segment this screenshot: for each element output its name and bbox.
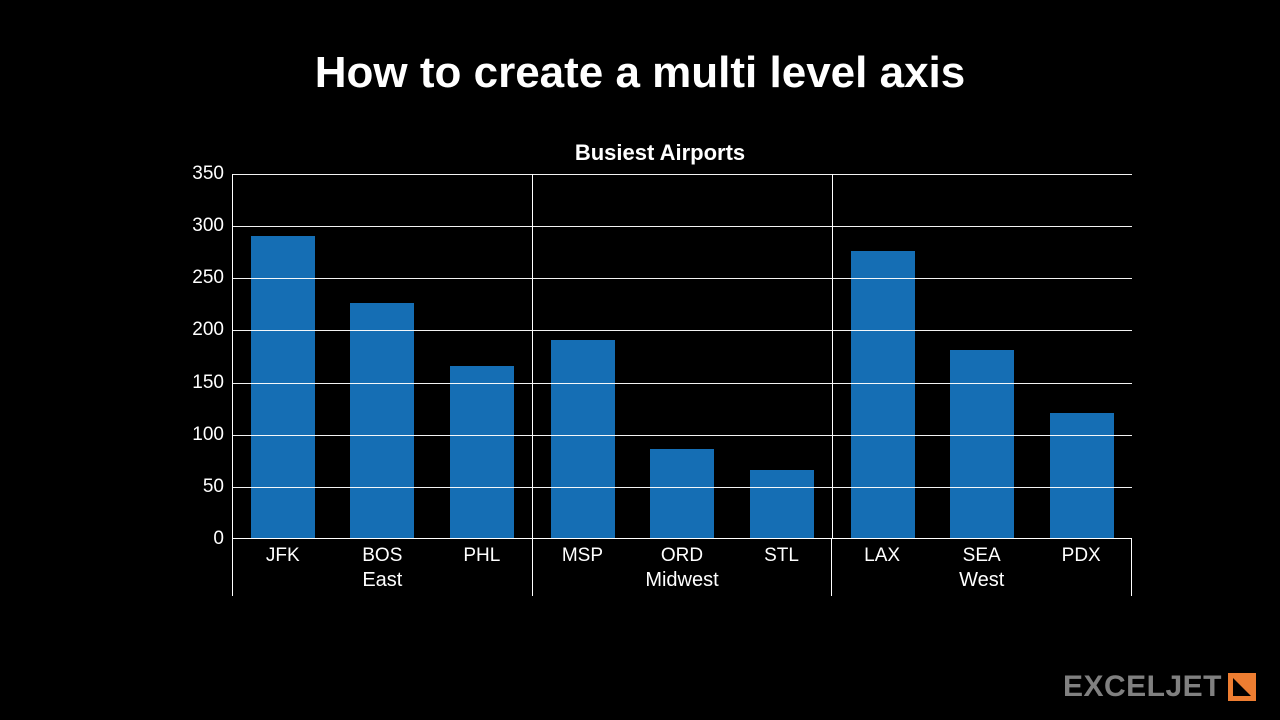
logo-text: EXCELJET [1063, 670, 1222, 704]
chart-container: Busiest Airports 0 50 100 150 200 250 300 350 J… [180, 140, 1140, 596]
bar-groups [233, 174, 1132, 538]
y-tick-label: 350 [180, 163, 224, 185]
chart-title: Busiest Airports [180, 140, 1140, 166]
category-axis-level2: EastMidwestWest [232, 567, 1132, 596]
category-group: JFK BOS PHL [232, 539, 533, 567]
bar [251, 236, 315, 538]
category-label: PHL [450, 539, 514, 567]
grid-line [233, 330, 1132, 331]
y-tick-label: 250 [180, 267, 224, 289]
y-tick-label: 0 [180, 528, 224, 550]
bar [650, 449, 714, 538]
category-group: LAX SEA PDX [831, 539, 1132, 567]
category-label: ORD [650, 539, 714, 567]
y-tick-label: 150 [180, 372, 224, 394]
bar-group [533, 174, 833, 538]
category-group: MSP ORD STL [532, 539, 833, 567]
grid-line [233, 174, 1132, 175]
page-title: How to create a multi level axis [0, 48, 1280, 98]
group-label: West [831, 567, 1132, 596]
group-label: Midwest [532, 567, 833, 596]
y-axis: 050100150200250300350 [180, 174, 232, 539]
bar [450, 366, 514, 538]
logo-arrow-icon [1228, 673, 1256, 701]
grid-line [233, 487, 1132, 488]
plot-row: 050100150200250300350 [180, 174, 1140, 539]
bar-group [833, 174, 1132, 538]
category-label: JFK [251, 539, 315, 567]
group-label: East [232, 567, 533, 596]
grid-line [233, 278, 1132, 279]
bar [750, 470, 814, 538]
grid-line [233, 435, 1132, 436]
exceljet-logo: EXCELJET [1063, 670, 1256, 704]
bar [851, 251, 915, 538]
category-axis-level1: JFK BOS PHL MSP ORD STL LAX SEA PDX [232, 539, 1132, 567]
category-label: PDX [1049, 539, 1113, 567]
bar [950, 350, 1014, 538]
y-tick-label: 200 [180, 319, 224, 341]
y-tick-label: 300 [180, 215, 224, 237]
grid-line [233, 226, 1132, 227]
category-label: MSP [550, 539, 614, 567]
category-label: STL [750, 539, 814, 567]
bar [1050, 413, 1114, 538]
category-label: LAX [850, 539, 914, 567]
category-label: SEA [950, 539, 1014, 567]
bar-group [233, 174, 533, 538]
y-tick-label: 50 [180, 476, 224, 498]
bar [551, 340, 615, 538]
bar [350, 303, 414, 538]
plot-area [232, 174, 1132, 539]
category-label: BOS [350, 539, 414, 567]
grid-line [233, 383, 1132, 384]
y-tick-label: 100 [180, 424, 224, 446]
